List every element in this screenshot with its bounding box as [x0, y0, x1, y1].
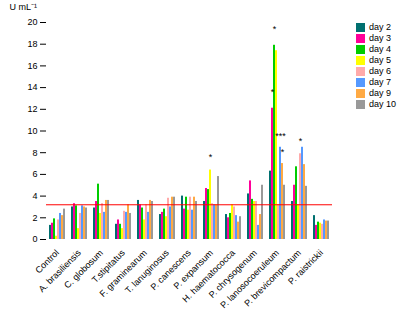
html-text:day 6: day 6 [369, 66, 391, 76]
svg-text:4: 4 [32, 191, 37, 201]
html-text:day 9: day 9 [369, 88, 391, 98]
html-text:day 7: day 7 [369, 77, 391, 87]
html-text:day 5: day 5 [369, 55, 391, 65]
html-text:day 3: day 3 [369, 33, 391, 43]
svg-text:*: * [209, 152, 213, 162]
svg-text:C. globosum: C. globosum [62, 247, 105, 291]
svg-text:*: * [299, 136, 303, 146]
svg-text:T.stipitatus: T.stipitatus [89, 247, 127, 285]
svg-text:A. brasiliensis: A. brasiliensis [36, 247, 83, 294]
html-text:day 10: day 10 [369, 99, 396, 109]
svg-text:*: * [271, 87, 275, 97]
svg-text:10: 10 [27, 126, 37, 136]
svg-text:8: 8 [32, 148, 37, 158]
svg-text:2: 2 [32, 213, 37, 223]
svg-text:6: 6 [32, 169, 37, 179]
svg-text:H. haematococca: H. haematococca [180, 247, 237, 305]
svg-text:16: 16 [27, 61, 37, 71]
svg-text:F. graminearum: F. graminearum [97, 247, 149, 299]
svg-text:*: * [281, 147, 285, 157]
svg-text:***: *** [275, 131, 286, 141]
svg-text:12: 12 [27, 104, 37, 114]
svg-text:*: * [273, 24, 277, 34]
svg-text:20: 20 [27, 17, 37, 27]
svg-text:P. chrysogenum: P. chrysogenum [206, 247, 259, 300]
svg-text:U mL⁻¹: U mL⁻¹ [10, 2, 38, 12]
svg-text:P. expansum: P. expansum [171, 247, 215, 292]
svg-text:0: 0 [32, 234, 37, 244]
html-text:day 4: day 4 [369, 44, 391, 54]
svg-text:P. brevicompactum: P. brevicompactum [242, 247, 303, 309]
svg-text:P. raistrickii: P. raistrickii [286, 248, 325, 287]
svg-text:14: 14 [27, 82, 37, 92]
svg-text:18: 18 [27, 39, 37, 49]
svg-text:T. lanuginosus: T. lanuginosus [123, 247, 171, 296]
svg-text:P. lanosocoeruleum: P. lanosocoeruleum [218, 247, 281, 311]
html-text:day 2: day 2 [369, 22, 391, 32]
svg-text:P. canescens: P. canescens [148, 247, 193, 293]
svg-text:Control: Control [33, 247, 61, 276]
